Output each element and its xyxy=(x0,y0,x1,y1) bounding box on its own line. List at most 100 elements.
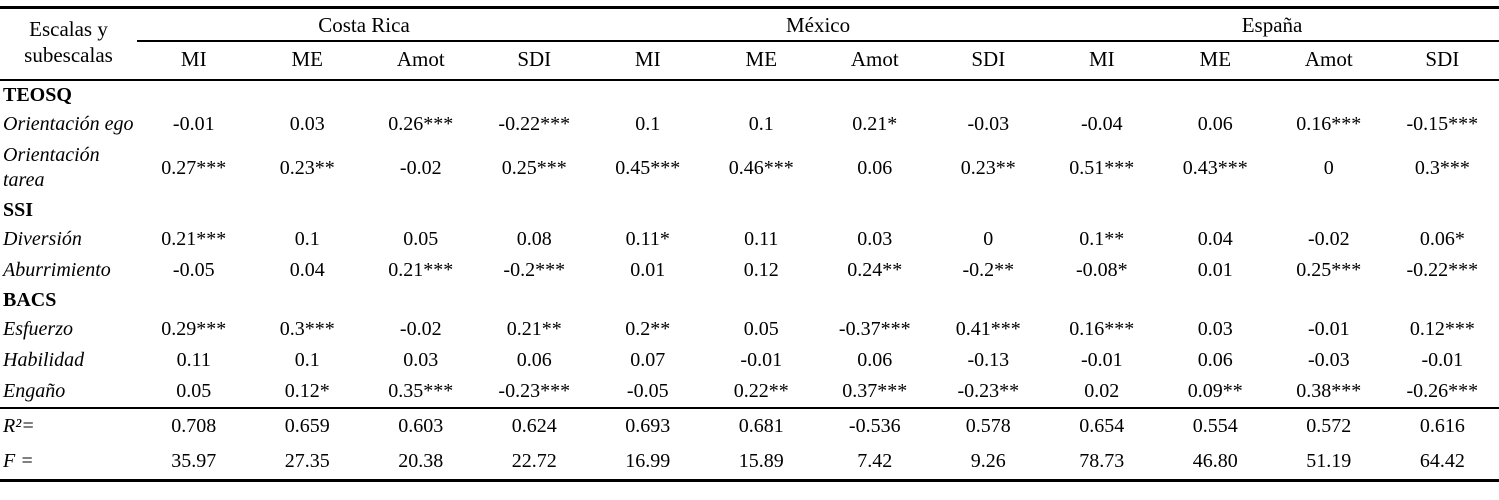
value-cell: 0.06 xyxy=(857,349,893,371)
value-cell: 0.554 xyxy=(1192,415,1238,437)
value-cell: 0.06 xyxy=(1197,349,1233,371)
value-cell: 0.29*** xyxy=(161,318,227,340)
section-row: TEOSQ xyxy=(0,80,1499,109)
empty-cells xyxy=(137,286,1499,314)
value-cell: 0.04 xyxy=(289,259,325,281)
value-cell: 20.38 xyxy=(398,450,444,472)
value-cell: -0.02 xyxy=(1307,228,1350,250)
value-cell: 0.22** xyxy=(704,376,819,409)
row-label: Habilidad xyxy=(3,349,85,371)
table-row: Orientación ego -0.01 0.03 0.26*** -0.22*** 0… xyxy=(0,109,1499,140)
value-cell: 15.89 xyxy=(738,450,784,472)
table-row: Diversión 0.21*** 0.1 0.05 0.08 0.11* 0.11 0.03… xyxy=(0,224,1499,255)
value-cell: 0.24** xyxy=(847,259,903,281)
value-cell: 0.12* xyxy=(250,376,364,409)
row-header-title: Escalas y subescalas xyxy=(0,7,137,81)
row-label: R²= xyxy=(3,415,35,437)
value-cell: 46.80 xyxy=(1192,450,1238,472)
value-cell: 0.06 xyxy=(1197,113,1233,135)
value-cell: 0 xyxy=(983,228,994,250)
value-cell: 0.03 xyxy=(289,113,325,135)
value-cell: 22.72 xyxy=(511,450,557,472)
value-cell: -0.08* xyxy=(1075,259,1128,281)
value-cell: -0.22*** xyxy=(1406,259,1479,281)
value-cell: -0.23*** xyxy=(477,376,592,409)
value-cell: 0.1 xyxy=(294,228,320,250)
value-cell: -0.01 xyxy=(1080,349,1123,371)
value-cell: 0.41*** xyxy=(955,318,1021,340)
empty-cells xyxy=(137,196,1499,224)
row-label: Aburrimiento xyxy=(3,259,111,281)
value-cell: -0.22*** xyxy=(498,113,571,135)
group-header-espana: España xyxy=(1045,7,1499,42)
value-cell: 0.693 xyxy=(625,415,671,437)
table-row: Esfuerzo 0.29*** 0.3*** -0.02 0.21** 0.2** 0.0… xyxy=(0,314,1499,345)
value-cell: 0.06* xyxy=(1419,228,1465,250)
value-cell: 0.12 xyxy=(743,259,779,281)
value-cell: 0.654 xyxy=(1079,415,1125,437)
row-label: Orientación tarea xyxy=(3,144,100,191)
section-row: SSI xyxy=(0,196,1499,224)
col-header-0-0: MI xyxy=(137,41,251,81)
value-cell: 0.45*** xyxy=(615,156,681,179)
value-cell: 0.25*** xyxy=(1296,259,1362,281)
value-cell: 0.07 xyxy=(630,349,666,371)
value-cell: -0.03 xyxy=(1307,349,1350,371)
value-cell: 0.25*** xyxy=(501,156,567,179)
value-cell: 0.05 xyxy=(137,376,251,409)
value-cell: 0.08 xyxy=(516,228,552,250)
value-cell: -0.03 xyxy=(967,113,1010,135)
empty-cells xyxy=(137,80,1499,109)
section-label: TEOSQ xyxy=(3,84,72,106)
value-cell: 7.42 xyxy=(857,450,893,472)
value-cell: 0.23** xyxy=(960,156,1016,179)
value-cell: 0.11 xyxy=(176,349,211,371)
value-cell: -0.15*** xyxy=(1406,113,1479,135)
section-row: BACS xyxy=(0,286,1499,314)
subheader-row: MI ME Amot SDI MI ME Amot SDI MI ME Amot SDI xyxy=(0,41,1499,81)
value-cell: -0.01 xyxy=(1307,318,1350,340)
value-cell: 0 xyxy=(1323,156,1334,179)
value-cell: -0.01 xyxy=(1421,349,1464,371)
col-header-1-1: ME xyxy=(704,41,819,81)
row-label: Orientación ego xyxy=(3,113,134,135)
value-cell: 16.99 xyxy=(625,450,671,472)
value-cell: -0.37*** xyxy=(838,318,911,340)
value-cell: 0.11* xyxy=(625,228,670,250)
value-cell: 0.27*** xyxy=(161,156,227,179)
col-header-2-2: Amot xyxy=(1272,41,1386,81)
table-row: Habilidad 0.11 0.1 0.03 0.06 0.07 -0.01 0.06 -0.… xyxy=(0,345,1499,376)
value-cell: 0.06 xyxy=(857,156,893,179)
value-cell: 78.73 xyxy=(1079,450,1125,472)
value-cell: -0.02 xyxy=(399,318,442,340)
value-cell: 0.46*** xyxy=(728,156,794,179)
value-cell: 0.16*** xyxy=(1069,318,1135,340)
correlation-table: Escalas y subescalas Costa Rica México E… xyxy=(0,6,1499,482)
value-cell: 0.708 xyxy=(171,415,217,437)
value-cell: 0.1 xyxy=(635,113,661,135)
value-cell: -0.02 xyxy=(399,156,442,179)
table-row: F = 35.97 27.35 20.38 22.72 16.99 15.89 7.42 9.2… xyxy=(0,444,1499,481)
value-cell: 0.09** xyxy=(1158,376,1273,409)
value-cell: 0.03 xyxy=(857,228,893,250)
group-header-mexico: México xyxy=(591,7,1046,42)
col-header-1-0: MI xyxy=(591,41,705,81)
value-cell: 0.603 xyxy=(398,415,444,437)
value-cell: 0.16*** xyxy=(1296,113,1362,135)
value-cell: 0.04 xyxy=(1197,228,1233,250)
value-cell: 0.11 xyxy=(744,228,779,250)
value-cell: -0.13 xyxy=(967,349,1010,371)
value-cell: 0.616 xyxy=(1419,415,1465,437)
value-cell: 0.659 xyxy=(284,415,330,437)
table-row: Orientación tarea 0.27*** 0.23** -0.02 0.25*… xyxy=(0,140,1499,196)
col-header-1-2: Amot xyxy=(818,41,932,81)
col-header-0-2: Amot xyxy=(364,41,478,81)
value-cell: 0.02 xyxy=(1045,376,1159,409)
value-cell: -0.04 xyxy=(1080,113,1123,135)
value-cell: -0.05 xyxy=(172,259,215,281)
col-header-2-3: SDI xyxy=(1385,41,1499,81)
section-label: SSI xyxy=(3,199,34,221)
value-cell: 0.21* xyxy=(852,113,898,135)
value-cell: 0.12*** xyxy=(1409,318,1475,340)
